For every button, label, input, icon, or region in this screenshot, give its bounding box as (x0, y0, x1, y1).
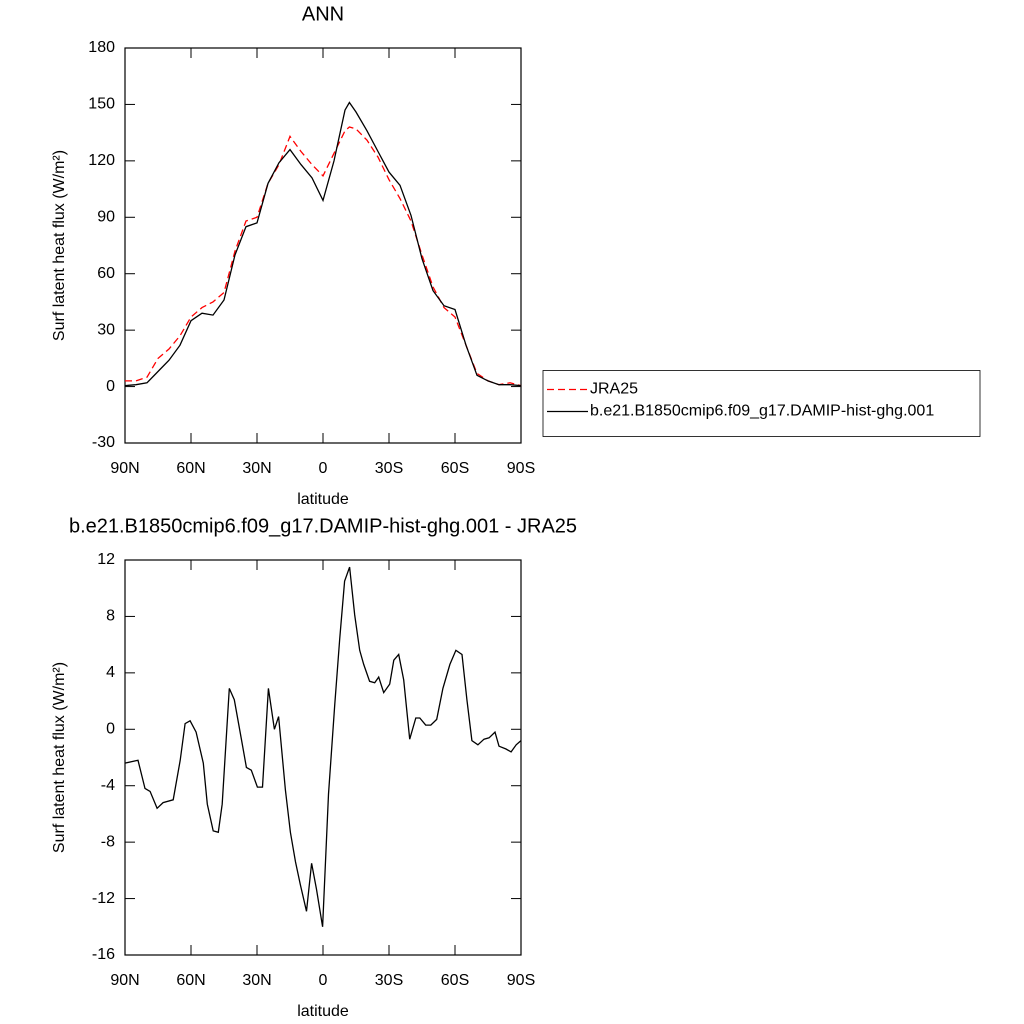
x-tick-label: 30N (242, 460, 271, 477)
x-tick-label: 90N (110, 460, 139, 477)
y-tick-label: 4 (106, 664, 115, 681)
y-tick-label: -12 (92, 890, 115, 907)
x-tick-label: 0 (319, 460, 328, 477)
y-tick-label: 0 (106, 721, 115, 738)
y-tick-label: 150 (88, 96, 115, 113)
plot-frame (124, 559, 522, 956)
y-tick-label: 180 (88, 39, 115, 56)
x-tick-label: 30N (242, 972, 271, 989)
y-tick-label: 30 (97, 321, 115, 338)
legend-label: b.e21.B1850cmip6.f09_g17.DAMIP-hist-ghg.… (590, 403, 934, 420)
x-tick-label: 60S (441, 460, 469, 477)
data-line (124, 101, 522, 387)
x-tick-label: 60N (176, 460, 205, 477)
x-tick-label: 0 (319, 972, 328, 989)
y-tick-label: -4 (101, 777, 115, 794)
x-tick-label: 60S (441, 972, 469, 989)
legend-box (542, 370, 981, 437)
data-line (124, 566, 522, 927)
x-tick-label: 90S (507, 972, 535, 989)
legend-label: JRA25 (590, 381, 638, 398)
y-tick-label: -16 (92, 946, 115, 963)
x-tick-label: 90S (507, 460, 535, 477)
x-tick-label: 30S (375, 972, 403, 989)
y-tick-label: 8 (106, 608, 115, 625)
plot-frame (124, 47, 522, 444)
y-axis-label: Surf latent heat flux (W/m²) (51, 662, 68, 853)
y-tick-label: 60 (97, 265, 115, 282)
y-tick-label: -30 (92, 434, 115, 451)
chart-title: b.e21.B1850cmip6.f09_g17.DAMIP-hist-ghg.… (69, 515, 577, 537)
y-tick-label: 90 (97, 209, 115, 226)
x-tick-label: 60N (176, 972, 205, 989)
chart-title: ANN (302, 3, 344, 25)
y-tick-label: 120 (88, 152, 115, 169)
data-line (125, 126, 522, 387)
x-tick-label: 90N (110, 972, 139, 989)
y-axis-label: Surf latent heat flux (W/m²) (51, 150, 68, 341)
x-axis-label: latitude (297, 491, 349, 508)
x-axis-label: latitude (297, 1003, 349, 1020)
y-tick-label: -8 (101, 833, 115, 850)
x-tick-label: 30S (375, 460, 403, 477)
y-tick-label: 0 (106, 378, 115, 395)
y-tick-label: 12 (97, 551, 115, 568)
